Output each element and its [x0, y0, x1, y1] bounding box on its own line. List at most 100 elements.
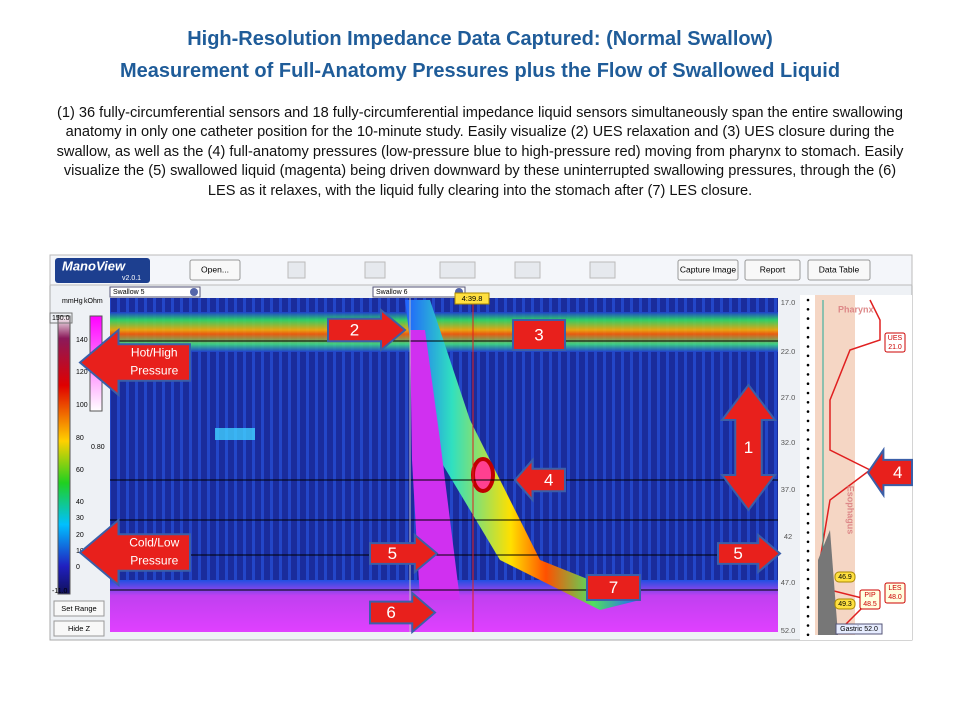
- tool-icon[interactable]: [439, 261, 476, 279]
- button-label: Capture Image: [680, 264, 736, 274]
- scale-label: 20: [76, 532, 84, 539]
- scale-label: 30: [76, 515, 84, 522]
- sensor-dot: [806, 419, 810, 423]
- value-label: UES: [888, 335, 903, 342]
- tool-icon[interactable]: [514, 261, 541, 279]
- region: Pharynx: [838, 304, 874, 314]
- unit: kOhm: [84, 298, 103, 305]
- toolbar-button[interactable]: [744, 259, 801, 281]
- sensor-dot: [806, 494, 810, 497]
- sensor-dot: [806, 540, 810, 544]
- depth-tick: 47.0: [781, 578, 796, 587]
- sensor-dot: [806, 568, 810, 571]
- button-label: Set Range: [61, 604, 96, 613]
- value-label: LES: [888, 585, 902, 592]
- panel-button[interactable]: [53, 600, 105, 617]
- button-label: Report: [760, 264, 786, 274]
- callout-arrow: [717, 532, 782, 575]
- scale-label: 150.0: [52, 315, 70, 322]
- impedance-min: 0.80: [91, 444, 105, 451]
- sensor-dot: [806, 354, 810, 358]
- sensor-dot: [806, 382, 810, 386]
- sensor-dot: [806, 559, 810, 562]
- depth-tick: 52.0: [781, 626, 796, 635]
- depth-tick: 32.0: [781, 438, 796, 447]
- sensor-dot: [806, 308, 810, 311]
- callout-arrow: [866, 446, 913, 499]
- callout-label: 5: [733, 544, 742, 563]
- pressure-profile: [819, 299, 881, 631]
- sensor-dot: [806, 503, 810, 506]
- callout-arrow: [586, 574, 641, 601]
- scale-box: [49, 312, 73, 324]
- sensor-dot: [806, 512, 810, 516]
- callout-label: 6: [386, 603, 395, 622]
- sensor-dot: [806, 633, 810, 637]
- sensor-dot: [806, 549, 810, 553]
- callout-label: 3: [534, 325, 543, 344]
- callout-arrow: [78, 517, 191, 588]
- scale-label: -11.0: [52, 588, 68, 595]
- pressure-colorbar: [57, 315, 71, 595]
- sensor-dot: [806, 335, 810, 339]
- value-box: [835, 623, 883, 635]
- sensor-dot: [806, 531, 810, 534]
- sensor-dot: [806, 298, 810, 302]
- callout-arrow: [513, 457, 566, 503]
- sensor-dot: [806, 373, 810, 376]
- callout-label: Cold/Low Pressure: [129, 536, 179, 568]
- sensor-dot: [806, 624, 810, 627]
- sensor-dot: [806, 401, 810, 404]
- toolbar-button[interactable]: [807, 259, 871, 281]
- sensor-dot: [806, 596, 810, 599]
- subtitle: Measurement of Full-Anatomy Pressures pl…: [119, 60, 841, 82]
- value-label: 49.3: [838, 601, 852, 608]
- callout-label: 4: [544, 470, 553, 489]
- toolbar-button[interactable]: [189, 259, 241, 281]
- sensor-dot: [806, 326, 810, 330]
- version: v2.0.1: [122, 275, 141, 282]
- callout-arrow: [78, 327, 191, 398]
- tool-icon[interactable]: [364, 261, 386, 279]
- sensor-dot: [806, 428, 810, 432]
- scale-label: 40: [76, 499, 84, 506]
- callout-label: 2: [350, 320, 359, 339]
- swallow-tab[interactable]: [372, 286, 466, 298]
- sensor-dot: [806, 587, 810, 590]
- sensor-dot: [806, 438, 810, 441]
- button-label: Open...: [201, 264, 229, 274]
- callout-arrow: [719, 383, 778, 512]
- callout-label: Hot/High Pressure: [130, 346, 178, 378]
- value-label: 46.9: [838, 574, 852, 581]
- impedance-shape: [818, 530, 838, 635]
- value-label: 48.0: [888, 594, 902, 601]
- sensor-dot: [806, 475, 810, 479]
- depth-tick: 17.0: [781, 298, 796, 307]
- button-label: Hide Z: [68, 624, 91, 633]
- sensor-dot: [806, 345, 810, 348]
- tool-icon[interactable]: [287, 261, 306, 279]
- time-box: [454, 292, 490, 305]
- callout-arrow: [327, 307, 407, 353]
- value-box: [859, 589, 881, 610]
- depth-tick: 22.0: [781, 347, 796, 356]
- callout-label: 1: [744, 438, 753, 457]
- title: High-Resolution Impedance Data Captured:…: [187, 28, 773, 50]
- tab-label: Swallow 6: [376, 289, 408, 296]
- depth-tick: 42: [784, 532, 792, 541]
- tab-label: Swallow 5: [113, 289, 145, 296]
- callout-arrow: [512, 319, 566, 351]
- tool-icon[interactable]: [589, 261, 616, 279]
- logo-text: ManoView: [62, 258, 126, 273]
- swallow-tab[interactable]: [109, 286, 201, 298]
- value-label: 48.5: [863, 601, 877, 608]
- sensor-dot: [806, 577, 810, 581]
- panel-button[interactable]: [53, 620, 105, 637]
- sensor-dot: [806, 317, 810, 320]
- toolbar-button[interactable]: [677, 259, 739, 281]
- scale-label: 120: [76, 369, 88, 376]
- sensor-dot: [806, 484, 810, 488]
- sensor-dot: [806, 363, 810, 367]
- depth-tick: 27.0: [781, 393, 796, 402]
